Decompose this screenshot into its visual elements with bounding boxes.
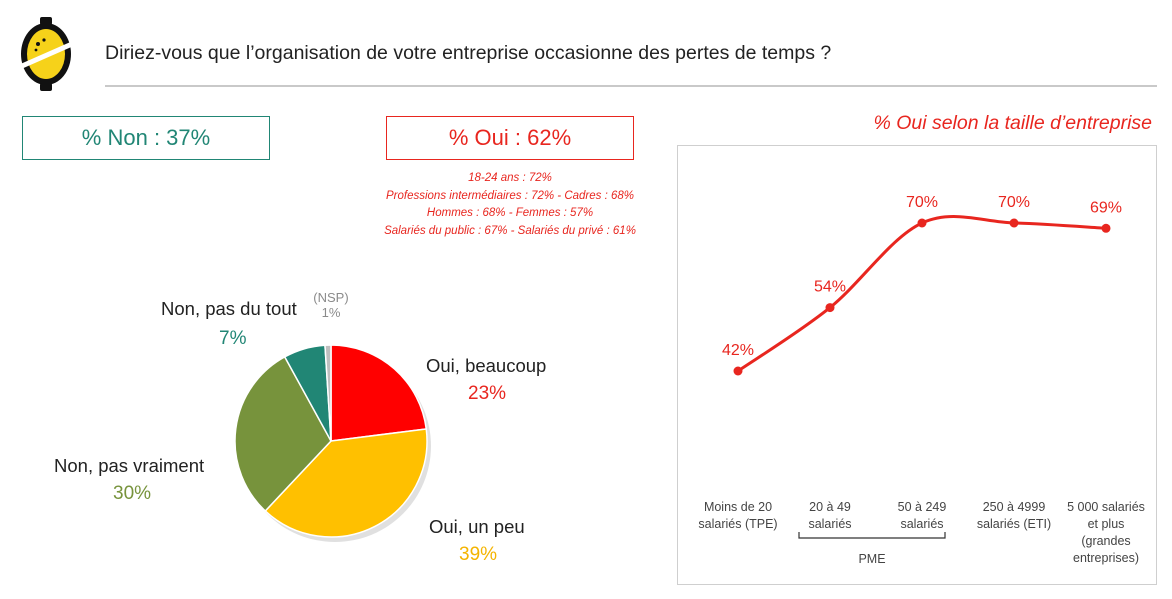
oui-summary-box: % Oui : 62% — [386, 116, 634, 160]
page-title: Diriez-vous que l’organisation de votre … — [105, 42, 832, 64]
nsp-label: (NSP) 1% — [308, 290, 354, 320]
pme-group-label: PME — [858, 552, 886, 566]
slice-value-oui-beaucoup: 23% — [468, 383, 507, 404]
line-point — [733, 366, 743, 376]
line-point — [1101, 223, 1111, 233]
x-category-label-line: salariés — [900, 517, 944, 531]
x-category-label-line: salariés (TPE) — [698, 517, 778, 531]
line-point — [825, 303, 835, 313]
pie-slice-nsp — [324, 344, 332, 442]
x-category-label-line: 50 à 249 — [897, 500, 947, 514]
x-category-label-line: salariés (ETI) — [976, 517, 1052, 531]
x-category-label-line: Moins de 20 — [703, 500, 773, 514]
x-category-label: 5 000 salariés et plus (grandes entreprises… — [1056, 499, 1156, 567]
slice-label-oui-un-peu: Oui, un peu — [429, 516, 525, 537]
line-chart-title: % Oui selon la taille d’entreprise — [873, 112, 1152, 134]
slice-value-oui-un-peu: 39% — [459, 544, 498, 565]
x-category-label-line: 20 à 49 — [809, 500, 851, 514]
detail-line: Salariés du public : 67% - Salariés du p… — [384, 224, 636, 237]
x-category-label-line: et plus — [1087, 517, 1125, 531]
x-category-label-line: 5 000 salariés — [1067, 500, 1145, 514]
slice-value-non-pas-du-tout: 7% — [219, 328, 247, 349]
line-point — [1009, 218, 1019, 228]
non-summary-box: % Non : 37% — [22, 116, 270, 160]
detail-line: Hommes : 68% - Femmes : 57% — [426, 207, 594, 220]
pie-slice-non-pas-vraiment — [234, 355, 332, 513]
x-category-label: 50 à 249 salariés — [872, 499, 972, 533]
pie-slice-oui-un-peu — [264, 428, 428, 538]
x-category-label-line: (grandes — [1081, 534, 1131, 548]
detail-line: Professions intermédiaires : 72% - Cadre… — [386, 189, 634, 202]
slice-label-non-pas-vraiment: Non, pas vraiment — [54, 455, 205, 476]
x-category-label: Moins de 20 salariés (TPE) — [688, 499, 788, 533]
slice-value-non-pas-vraiment: 30% — [113, 483, 152, 504]
line-chart-frame — [677, 145, 1157, 585]
x-category-label: 20 à 49 salariés — [780, 499, 880, 533]
slice-label-non-pas-du-tout: Non, pas du tout — [161, 298, 297, 319]
oui-details: 18-24 ans : 72% Professions intermédiair… — [360, 170, 660, 240]
line-value-label: 70% — [998, 194, 1030, 211]
pme-bracket — [798, 532, 946, 539]
x-category-label: 250 à 4999 salariés (ETI) — [964, 499, 1064, 533]
line-value-label: 42% — [722, 342, 754, 359]
nsp-value: 1% — [321, 305, 341, 320]
title-divider — [105, 85, 1157, 87]
line-value-label: 70% — [906, 194, 938, 211]
brand-logo — [20, 17, 74, 91]
detail-line: 18-24 ans : 72% — [468, 172, 552, 184]
x-category-label-line: 250 à 4999 — [982, 500, 1046, 514]
line-series — [737, 215, 1107, 373]
x-category-label-line: salariés — [808, 517, 852, 531]
nsp-label-text: (NSP) — [313, 290, 349, 305]
pie-slice-oui-beaucoup — [330, 344, 428, 442]
line-value-label: 69% — [1090, 199, 1122, 216]
x-category-label-line: entreprises) — [1073, 551, 1139, 565]
line-point — [917, 218, 927, 228]
line-value-label: 54% — [814, 279, 846, 296]
slice-label-oui-beaucoup: Oui, beaucoup — [426, 355, 547, 376]
